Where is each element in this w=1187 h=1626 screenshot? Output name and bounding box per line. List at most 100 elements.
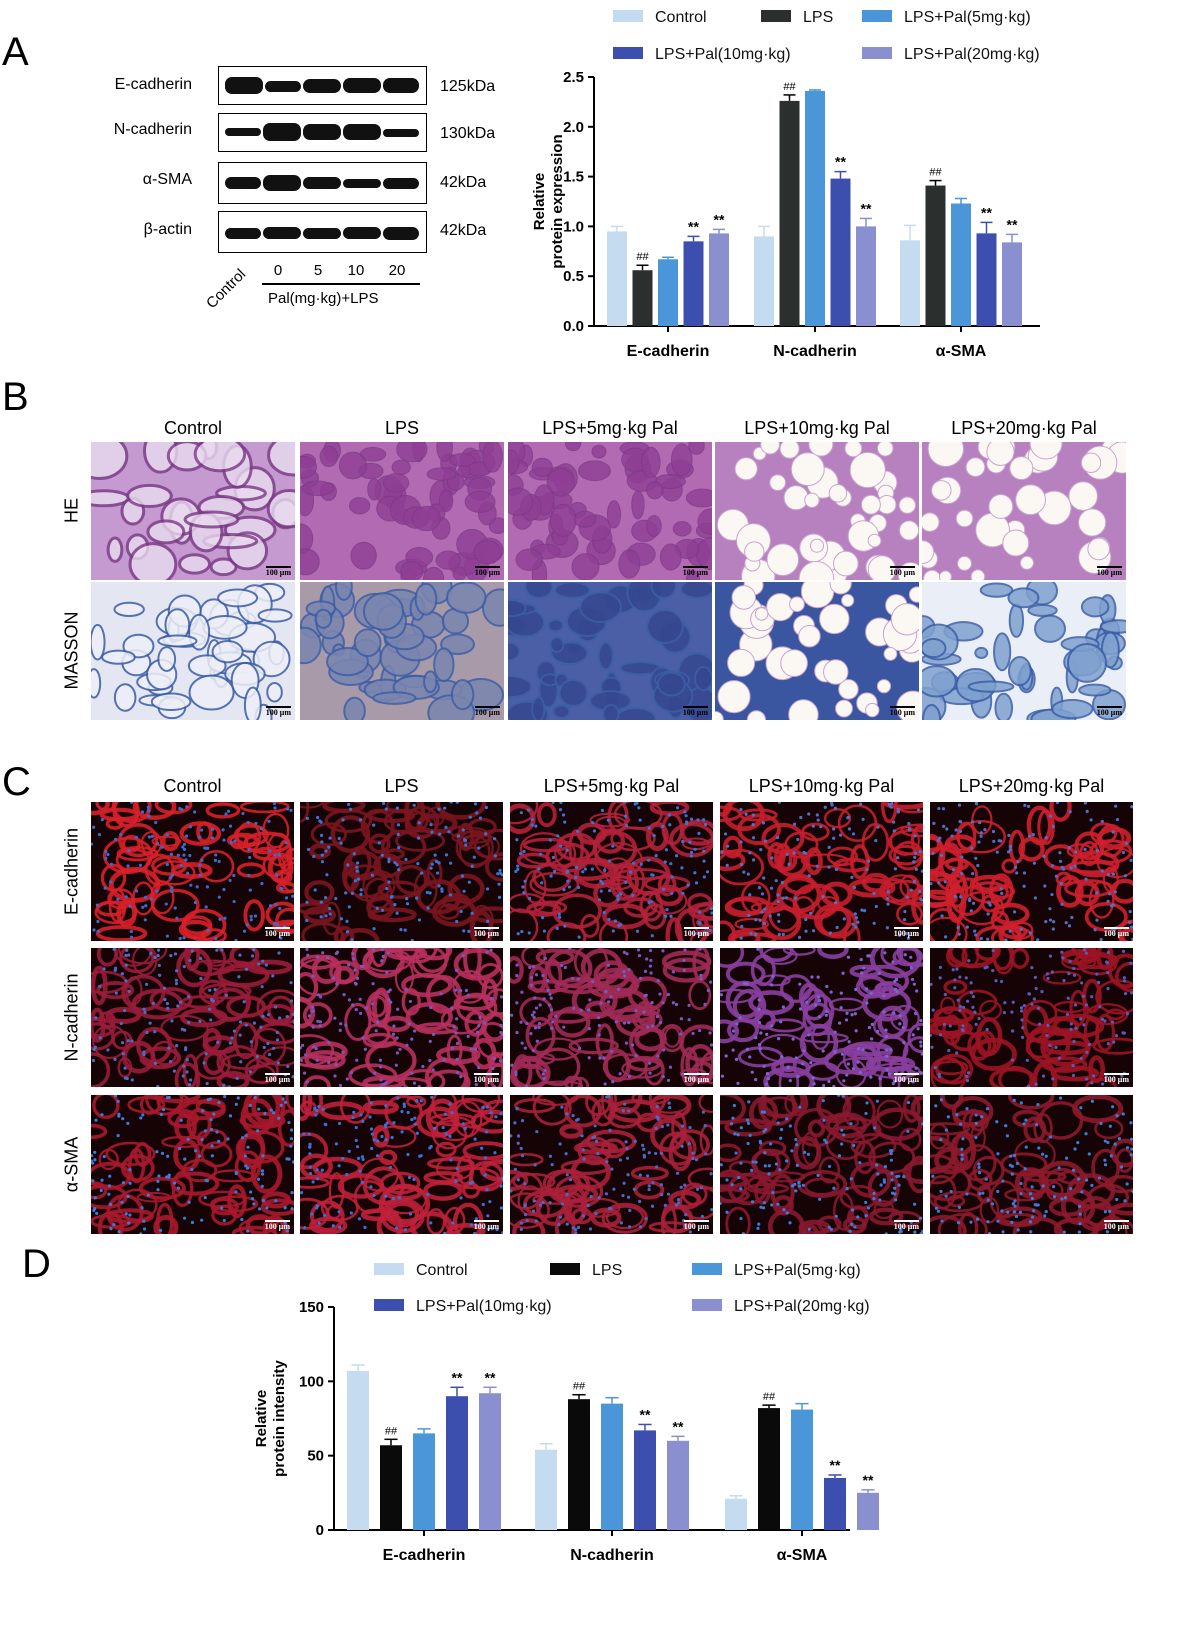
micrograph-n-cadherin-lps-10mg-kg-pal: 100 μm bbox=[720, 948, 923, 1087]
significance-mark: ** bbox=[640, 1406, 651, 1422]
micrograph-n-cadherin-lps-5mg-kg-pal: 100 μm bbox=[510, 948, 713, 1087]
y-tick-label: 0 bbox=[316, 1522, 324, 1539]
bar-group bbox=[725, 1495, 747, 1530]
bar-a-sma-lps-pal-20mg-kg bbox=[857, 1492, 879, 1530]
bar-a-sma-lps-pal-5mg-kg bbox=[951, 203, 971, 326]
significance-mark: ** bbox=[714, 211, 725, 227]
column-header-lps-20mg-kg-pal: LPS+20mg·kg Pal bbox=[951, 418, 1097, 438]
scale-bar-label: 100 μm bbox=[265, 566, 292, 577]
scale-bar-label: 100 μm bbox=[683, 1220, 710, 1231]
bar-group: ## bbox=[779, 81, 800, 327]
significance-mark: ** bbox=[861, 200, 872, 216]
bar-group bbox=[951, 197, 971, 326]
bar-e-cadherin-lps-pal-10mg-kg bbox=[446, 1396, 468, 1530]
significance-mark: ** bbox=[673, 1418, 684, 1434]
scale-bar-label: 100 μm bbox=[1103, 927, 1130, 938]
bar-group: ## bbox=[632, 251, 653, 326]
bar-a-sma-lps-pal-20mg-kg bbox=[1002, 242, 1022, 326]
significance-mark: ## bbox=[573, 1381, 586, 1393]
chart-panel-a: Control LPS LPS+Pal(5mg·kg) LPS+Pal(10mg·kg… bbox=[531, 9, 1040, 360]
bar-e-cadherin-lps-pal-5mg-kg bbox=[658, 259, 678, 326]
bar-group: ** bbox=[683, 218, 704, 326]
micrograph-masson-lps-10mg-kg-pal: 100 μm bbox=[715, 582, 919, 720]
micrograph-e-cadherin-lps-10mg-kg-pal: 100 μm bbox=[720, 802, 923, 941]
bar-group: ** bbox=[824, 1457, 846, 1530]
bar-e-cadherin-lps bbox=[380, 1445, 402, 1530]
bar-group bbox=[535, 1443, 557, 1530]
bar-e-cadherin-lps-pal-20mg-kg bbox=[709, 233, 729, 326]
bar-group bbox=[900, 224, 920, 326]
blot-strip-a-sma bbox=[218, 162, 427, 204]
micrograph-masson-lps-20mg-kg-pal: 100 μm bbox=[922, 582, 1126, 720]
y-tick-label: 0.5 bbox=[563, 268, 584, 285]
scale-bar-label: 100 μm bbox=[893, 1220, 920, 1231]
scale-bar-label: 100 μm bbox=[893, 1073, 920, 1084]
bar-n-cadherin-lps-pal-5mg-kg bbox=[805, 90, 825, 326]
micrograph-masson-lps: 100 μm bbox=[300, 582, 504, 720]
bar-n-cadherin-lps-pal-20mg-kg bbox=[856, 226, 876, 326]
column-header-lps-10mg-kg-pal: LPS+10mg·kg Pal bbox=[744, 418, 890, 438]
legend-label-lps: LPS bbox=[592, 1262, 622, 1279]
x-tick-label-e-cadherin: E-cadherin bbox=[383, 1547, 466, 1564]
column-header-control: Control bbox=[163, 776, 222, 796]
legend-swatch-lps-pal-10mg-kg bbox=[613, 47, 643, 59]
column-header-lps-10mg-kg-pal: LPS+10mg·kg Pal bbox=[748, 776, 895, 796]
micrograph-he-lps-10mg-kg-pal: 100 μm bbox=[715, 442, 919, 580]
bar-group bbox=[754, 225, 774, 326]
scale-bar-label: 100 μm bbox=[264, 927, 291, 938]
legend-label-lps-pal-20mg-kg: LPS+Pal(20mg·kg) bbox=[904, 46, 1040, 63]
panel-letter-c: C bbox=[2, 760, 31, 804]
blot-label-e-cadherin: E-cadherin bbox=[114, 76, 192, 93]
y-tick-label: 2.0 bbox=[563, 119, 584, 136]
bar-a-sma-lps-pal-5mg-kg bbox=[791, 1409, 813, 1530]
kda-label-e-cadherin: 125kDa bbox=[440, 78, 496, 95]
bar-n-cadherin-lps bbox=[779, 100, 800, 327]
chart-panel-d: Control LPS LPS+Pal(5mg·kg) LPS+Pal(10mg·kg… bbox=[253, 1262, 879, 1564]
y-tick-label: 1.0 bbox=[563, 218, 584, 235]
bar-n-cadherin-control bbox=[754, 236, 774, 326]
scale-bar-label: 100 μm bbox=[1103, 1220, 1130, 1231]
panel-letter-b: B bbox=[2, 375, 29, 419]
micrograph-n-cadherin-lps-20mg-kg-pal: 100 μm bbox=[930, 948, 1133, 1087]
micrograph-e-cadherin-lps: 100 μm bbox=[300, 802, 503, 941]
micrograph-he-lps-20mg-kg-pal: 100 μm bbox=[922, 442, 1126, 580]
scale-bar-label: 100 μm bbox=[1103, 1073, 1130, 1084]
legend-label-lps-pal-10mg-kg: LPS+Pal(10mg·kg) bbox=[655, 46, 791, 63]
micrograph-masson-control: 100 μm bbox=[91, 582, 295, 720]
kda-label-b-actin: 42kDa bbox=[440, 222, 487, 239]
scale-bar-label: 100 μm bbox=[1096, 566, 1123, 577]
legend-label-control: Control bbox=[655, 9, 707, 26]
significance-mark: ## bbox=[763, 1391, 776, 1403]
significance-mark: ## bbox=[929, 167, 942, 179]
bar-group bbox=[601, 1396, 623, 1530]
bar-group: ** bbox=[1002, 216, 1022, 326]
bar-e-cadherin-control bbox=[607, 231, 627, 326]
scale-bar-label: 100 μm bbox=[893, 927, 920, 938]
y-tick-label: 2.5 bbox=[563, 69, 584, 86]
bar-group: ** bbox=[446, 1369, 468, 1530]
column-header-lps: LPS bbox=[384, 418, 420, 438]
significance-mark: ** bbox=[830, 1457, 841, 1473]
y-tick-label: 150 bbox=[299, 1299, 324, 1316]
bar-group: ** bbox=[667, 1418, 689, 1530]
bar-a-sma-lps-pal-10mg-kg bbox=[976, 233, 997, 326]
x-tick-label-n-cadherin: N-cadherin bbox=[773, 343, 857, 360]
micrograph-he-lps-5mg-kg-pal: 100 μm bbox=[508, 442, 712, 580]
legend-swatch-lps-pal-5mg-kg bbox=[862, 10, 892, 22]
bar-group bbox=[658, 256, 678, 326]
bar-a-sma-lps bbox=[758, 1408, 780, 1530]
y-axis-label: Relativeprotein intensity bbox=[253, 1360, 288, 1477]
bar-e-cadherin-control bbox=[347, 1370, 369, 1530]
bar-a-sma-control bbox=[725, 1498, 747, 1530]
row-header-n-cadherin: N-cadherin bbox=[61, 972, 82, 1062]
scale-bar-label: 100 μm bbox=[889, 706, 916, 717]
x-tick-label-a-sma: α-SMA bbox=[777, 1547, 828, 1564]
x-axis: E-cadherin N-cadherin α-SMA bbox=[334, 1529, 850, 1564]
legend-swatch-control bbox=[613, 10, 643, 22]
legend-swatch-lps-pal-20mg-kg bbox=[692, 1299, 722, 1311]
bar-group: ** bbox=[976, 204, 997, 326]
column-header-lps: LPS bbox=[384, 776, 419, 796]
lane-label-control: Control bbox=[203, 265, 250, 313]
micrograph-he-lps: 100 μm bbox=[300, 442, 504, 580]
bar-group bbox=[805, 89, 825, 326]
